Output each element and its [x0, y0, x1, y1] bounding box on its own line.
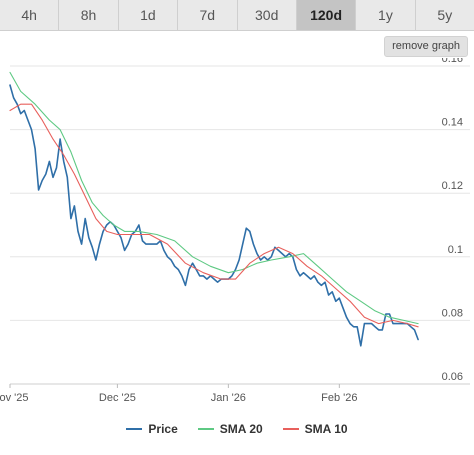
- legend-swatch: [197, 428, 214, 430]
- x-tick-label: Dec '25: [99, 392, 136, 404]
- x-tick-label: Jan '26: [211, 392, 246, 404]
- tab-120d[interactable]: 120d: [296, 0, 357, 30]
- series-line-sma-10: [9, 103, 419, 328]
- series-line-price: [9, 84, 419, 347]
- series-line-sma-20: [9, 71, 419, 325]
- tab-1y[interactable]: 1y: [356, 0, 416, 30]
- legend-item-sma-10[interactable]: SMA 10: [282, 422, 348, 436]
- timeframe-tabs: 4h 8h 1d 7d 30d 120d 1y 5y: [0, 0, 474, 31]
- tab-1d[interactable]: 1d: [118, 0, 179, 30]
- legend-label: SMA 10: [304, 422, 348, 436]
- y-tick-label: 0.12: [442, 180, 463, 192]
- legend-swatch: [282, 428, 299, 430]
- tab-30d[interactable]: 30d: [237, 0, 297, 30]
- tab-8h[interactable]: 8h: [59, 0, 119, 30]
- tab-7d[interactable]: 7d: [178, 0, 238, 30]
- x-tick-label: Nov '25: [0, 392, 28, 404]
- remove-graph-button[interactable]: remove graph: [384, 36, 468, 57]
- legend-item-price[interactable]: Price: [126, 422, 178, 436]
- y-tick-label: 0.08: [442, 307, 463, 319]
- x-tick-label: Feb '26: [321, 392, 357, 404]
- legend-swatch: [126, 428, 143, 430]
- chart-legend: Price SMA 20 SMA 10: [0, 418, 474, 440]
- y-tick-label: 0.14: [442, 117, 463, 129]
- y-tick-label: 0.1: [448, 244, 463, 256]
- tab-4h[interactable]: 4h: [0, 0, 60, 30]
- legend-label: Price: [148, 422, 178, 436]
- tab-5y[interactable]: 5y: [415, 0, 474, 30]
- y-tick-label: 0.16: [442, 58, 463, 65]
- legend-item-sma-20[interactable]: SMA 20: [197, 422, 263, 436]
- y-tick-label: 0.06: [442, 371, 463, 383]
- price-chart: 0.16 0.14 0.12 0.1 0.08 0.06 Nov '25 Dec '25 Jan…: [0, 58, 470, 404]
- legend-label: SMA 20: [219, 422, 263, 436]
